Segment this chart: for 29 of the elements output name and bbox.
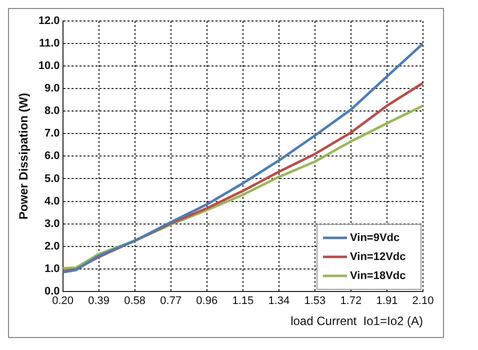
y-tick-label: 9.0 (44, 82, 60, 95)
y-tick-label: 6.0 (44, 150, 60, 162)
x-tick-label: 0.96 (196, 295, 218, 308)
y-tick-label: 5.0 (44, 172, 60, 185)
legend-label: Vin=12Vdc (350, 250, 406, 263)
x-tick-label: 1.34 (268, 295, 290, 308)
x-tick-label: 1.53 (304, 295, 326, 308)
y-tick-label: 0.0 (44, 285, 60, 298)
y-tick-label: 1.0 (44, 262, 60, 275)
x-tick-label: 0.20 (52, 295, 74, 308)
y-axis-title: Power Dissipation (W) (16, 92, 31, 220)
legend-label: Vin=9Vdc (350, 232, 400, 244)
y-tick-label: 7.0 (44, 128, 60, 140)
x-tick-label: 0.58 (124, 295, 146, 308)
y-tick-label: 2.0 (44, 240, 60, 252)
y-tick-label: 4.0 (44, 195, 60, 208)
x-tick-label: 0.39 (88, 295, 110, 308)
x-tick-label: 1.91 (376, 295, 398, 308)
y-tick-label: 3.0 (44, 218, 60, 230)
y-tick-label: 11.0 (38, 38, 60, 50)
y-tick-label: 10.0 (38, 60, 60, 72)
x-tick-label: 1.72 (340, 295, 362, 308)
x-tick-label: 1.15 (232, 295, 254, 308)
y-tick-label: 8.0 (44, 105, 60, 118)
x-tick-label: 2.10 (412, 295, 434, 308)
legend-label: Vin=18Vdc (350, 270, 406, 282)
x-tick-label: 0.77 (160, 295, 182, 308)
x-axis-title: load Current Io1=Io2 (A) (290, 314, 423, 328)
y-tick-label: 12.0 (38, 15, 60, 28)
